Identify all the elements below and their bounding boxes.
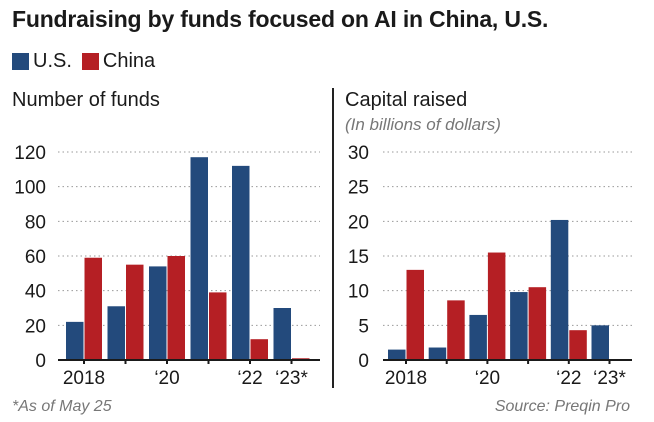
panel1-y-tick-label: 100: [14, 178, 46, 199]
panel-divider: [332, 88, 334, 388]
panel1-x-tick-label: ‘22: [237, 368, 262, 389]
panel1-title: Number of funds: [12, 89, 160, 111]
panel2-bar-us: [469, 314, 487, 360]
panel2-y-tick-label: 15: [348, 247, 369, 268]
panel2-y-tick-label: 20: [348, 212, 369, 233]
panel2-bar-us: [388, 349, 406, 360]
panel2-subtitle: (In billions of dollars): [345, 115, 501, 134]
panel2-bar-china: [528, 287, 547, 360]
source-note: Source: Preqin Pro: [494, 398, 630, 415]
panel2-title: Capital raised: [345, 89, 467, 111]
panel1-x-tick-label: ‘20: [154, 368, 179, 389]
panel1-y-tick-label: 120: [14, 143, 46, 164]
panel1-bar-us: [66, 321, 84, 360]
legend-swatch-china: [81, 53, 99, 70]
panel2-bar-china: [569, 330, 587, 360]
panel1-x-tick-label: 2018: [63, 368, 105, 389]
legend-label-china: China: [102, 50, 156, 72]
panel2-bar-us: [550, 219, 569, 360]
panel2-bar-us: [510, 292, 528, 360]
panel2-y-tick-label: 10: [348, 282, 369, 303]
panel2-y-tick-label: 30: [348, 143, 369, 164]
panel2-x-tick-label: ‘22: [556, 368, 581, 389]
panel2-bar-china: [406, 269, 424, 360]
panel1-y-tick-label: 60: [25, 247, 46, 268]
panel2-y-tick-label: 5: [358, 316, 369, 337]
panel1-bar-china: [167, 256, 185, 360]
legend: U.S. China: [12, 50, 165, 73]
panel2-bar-us: [428, 347, 447, 360]
panel1-y-tick-label: 0: [35, 351, 46, 372]
panel2-y-tick-label: 25: [348, 178, 369, 199]
footnote: *As of May 25: [12, 398, 112, 415]
panel1-x-tick-label: ‘23*: [275, 368, 308, 389]
panel1-bar-us: [149, 266, 167, 360]
panel1-y-tick-label: 20: [25, 316, 46, 337]
legend-swatch-us: [12, 53, 29, 70]
panel2-bar-china: [487, 252, 506, 360]
panel1-bar-china: [126, 264, 144, 360]
legend-label-us: U.S.: [33, 50, 72, 72]
panel1-y-tick-label: 40: [25, 282, 46, 303]
panel1-bar-china: [250, 339, 268, 360]
chart-title: Fundraising by funds focused on AI in Ch…: [12, 6, 549, 32]
panel1-y-tick-label: 80: [25, 212, 46, 233]
panel2-bar-us: [591, 325, 609, 360]
panel1-bar-us: [107, 306, 125, 360]
panel2-x-tick-label: ‘20: [475, 368, 500, 389]
panel1-bar-china: [84, 257, 102, 360]
panel1-bar-china: [209, 292, 227, 360]
panel1-bar-us: [232, 165, 250, 360]
panel1-bar-us: [190, 157, 208, 360]
legend-item-us: U.S.: [12, 50, 72, 73]
panel2-bar-china: [447, 300, 465, 360]
panel2-x-tick-label: ‘23*: [593, 368, 626, 389]
panel2-y-tick-label: 0: [358, 351, 369, 372]
legend-item-china: China: [81, 50, 156, 73]
panel1-bar-us: [273, 308, 291, 360]
panel2-x-tick-label: 2018: [385, 368, 427, 389]
